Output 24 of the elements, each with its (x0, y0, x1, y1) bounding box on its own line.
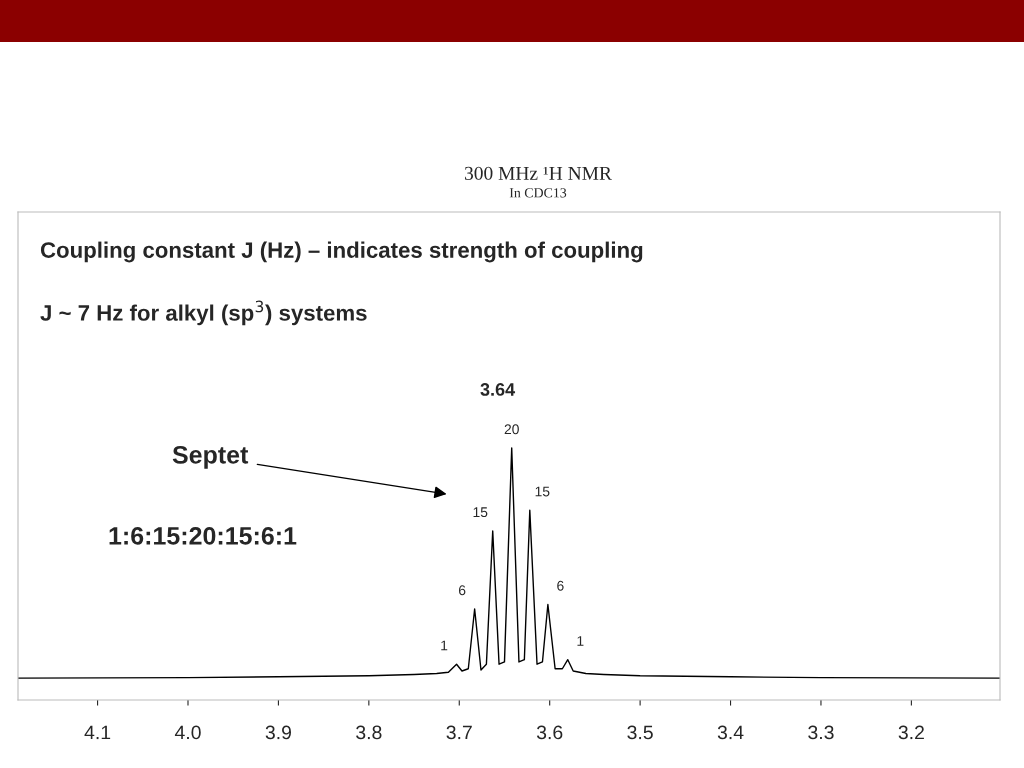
x-tick-label: 4.1 (84, 725, 111, 740)
x-tick-label: 3.9 (265, 725, 292, 740)
annotation: 6 (458, 585, 466, 596)
annotation: Septet (172, 446, 249, 469)
x-tick-label: 3.3 (808, 725, 834, 740)
text: Coupling constant J (Hz) – indicates strength of coupling (40, 241, 643, 263)
annotation: 1:6:15:20:15:6:1 (109, 527, 297, 545)
x-tick-label: 3.5 (627, 725, 653, 740)
annotation: 1 (577, 636, 584, 646)
annotation: 20 (504, 424, 519, 435)
annotation: 15 (535, 486, 550, 497)
annotation: 15 (473, 507, 488, 518)
x-tick-label: 3.4 (717, 725, 744, 740)
text: 3.64 (480, 383, 516, 396)
x-tick-label: 3.2 (898, 725, 924, 740)
x-tick-label: 3.8 (356, 725, 382, 740)
text: J ~ 7 Hz for alkyl (sp$^{3}$) systems (40, 300, 367, 326)
chart-subtitle: In CDC13 (509, 188, 567, 198)
chart-title: 300 MHz ¹H NMR (464, 166, 612, 180)
x-tick-label: 4.0 (174, 725, 201, 740)
x-tick-label: 3.6 (536, 725, 563, 740)
annotation: 1 (441, 640, 448, 651)
annotation: 6 (557, 580, 564, 591)
x-tick-label: 3.7 (446, 725, 472, 740)
